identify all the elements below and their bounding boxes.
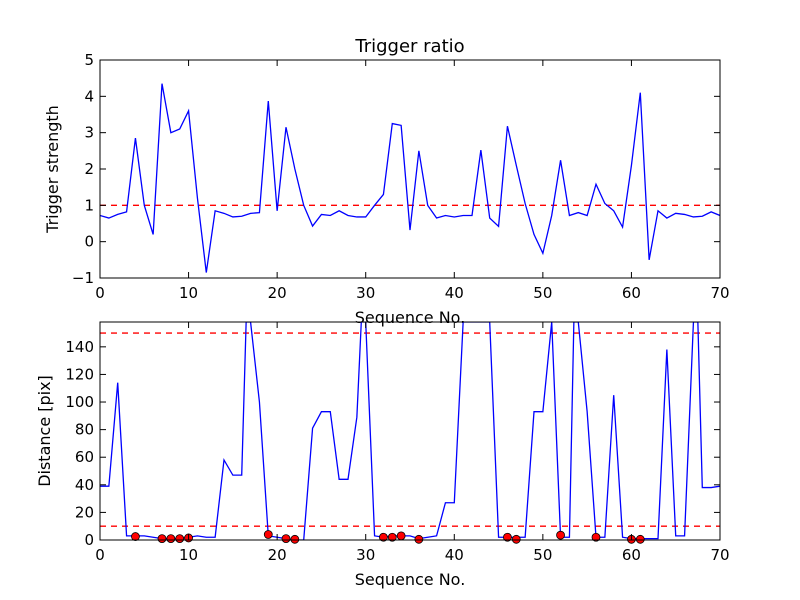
x-tick-label: 0 — [95, 284, 105, 302]
y-tick-label: 1 — [84, 196, 94, 214]
x-tick-label: 50 — [533, 546, 552, 564]
data-point — [503, 532, 512, 542]
y-axis-label: Distance [pix] — [35, 375, 54, 487]
data-point — [263, 530, 273, 539]
data-point — [290, 534, 300, 544]
data-point — [556, 530, 565, 540]
x-tick-label: 20 — [268, 546, 287, 564]
data-point — [166, 534, 176, 544]
y-tick-label: 20 — [75, 503, 94, 521]
data-point — [414, 534, 424, 544]
data-point — [511, 534, 521, 544]
data-point — [387, 532, 397, 542]
distance-chart: Sequence No. Distance [pix] 0 10 20 30 40 50 6… — [35, 321, 730, 589]
data-point — [635, 534, 645, 544]
y-tick-label: 5 — [84, 51, 94, 69]
series-line — [100, 322, 720, 540]
y-tick-label: 4 — [84, 87, 94, 105]
y-tick-label: 2 — [84, 160, 94, 178]
data-point — [591, 532, 601, 542]
x-tick-label: 20 — [268, 284, 287, 302]
x-tick-label: 40 — [445, 284, 464, 302]
y-tick-label: 40 — [75, 476, 94, 494]
y-tick-label: 120 — [65, 365, 94, 383]
x-tick-label: 60 — [622, 284, 641, 302]
y-tick-label: 3 — [84, 124, 94, 142]
x-tick-label: 10 — [179, 284, 198, 302]
data-point — [396, 531, 406, 541]
y-tick-label: 0 — [84, 531, 94, 549]
x-axis-label: Sequence No. — [355, 308, 466, 327]
y-tick-label: 140 — [65, 338, 94, 356]
y-tick-label: 80 — [75, 421, 94, 439]
plot-frame — [99, 321, 721, 541]
data-point — [175, 534, 185, 544]
x-tick-label: 60 — [622, 546, 641, 564]
data-point — [157, 534, 167, 544]
x-tick-label: 70 — [710, 284, 729, 302]
y-tick-label: 100 — [65, 393, 94, 411]
x-tick-label: 70 — [710, 546, 729, 564]
y-tick-label: 0 — [84, 233, 94, 251]
x-tick-label: 50 — [533, 284, 552, 302]
chart-title: Trigger ratio — [354, 36, 464, 57]
data-point — [379, 532, 388, 542]
x-tick-label: 30 — [356, 284, 375, 302]
x-tick-label: 0 — [95, 546, 105, 564]
x-axis-label: Sequence No. — [355, 570, 466, 589]
y-tick-label: 60 — [75, 448, 94, 466]
x-tick-label: 10 — [179, 546, 198, 564]
x-tick-label: 30 — [356, 546, 375, 564]
y-axis-label: Trigger strength — [43, 105, 62, 234]
trigger-ratio-chart: Trigger ratio Sequence No. Trigger stren… — [43, 36, 730, 327]
data-point — [131, 532, 140, 541]
y-tick-label: −1 — [72, 269, 94, 287]
series-line — [100, 83, 720, 273]
x-tick-label: 40 — [445, 546, 464, 564]
data-point — [281, 534, 291, 544]
